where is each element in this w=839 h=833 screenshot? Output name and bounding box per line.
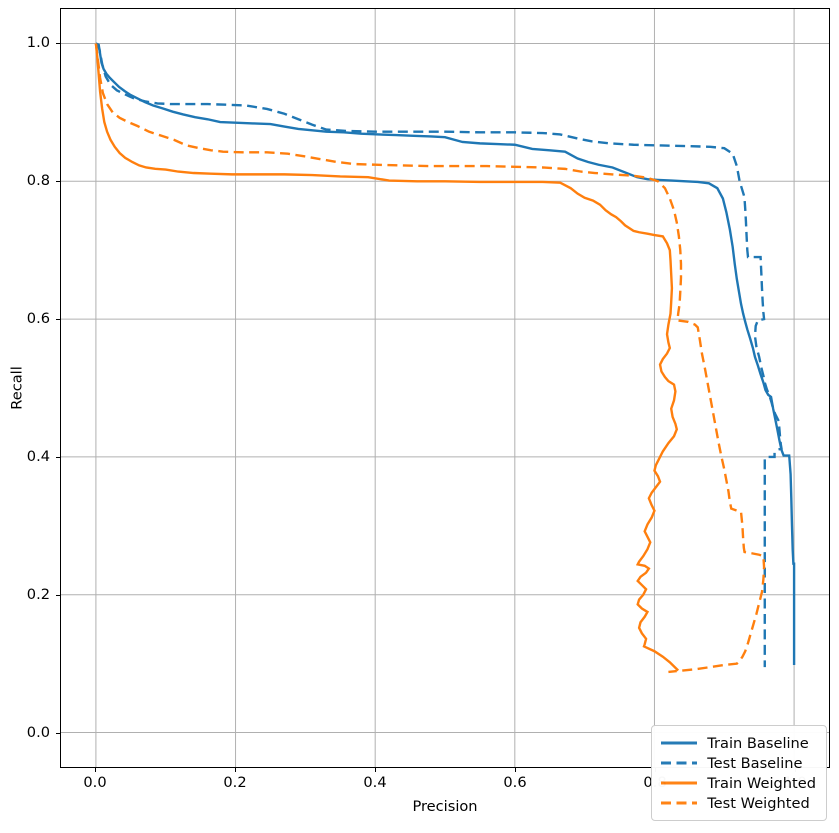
x-axis-label: Precision [412,798,478,815]
y-tick-label: 0.6 [26,309,50,327]
y-tick-mark [56,180,60,182]
legend-item-train-weighted[interactable]: Train Weighted [660,773,816,793]
x-tick-mark [95,768,96,772]
y-axis-label: Recall [8,366,26,410]
x-tick-label: 0.2 [223,774,247,791]
series-line-test-weighted [94,43,766,674]
x-tick-label: 0.4 [363,774,387,791]
legend-item-test-baseline[interactable]: Test Baseline [660,753,816,773]
x-tick-label: 0.0 [83,774,107,791]
x-tick-mark [235,768,236,772]
legend-label: Train Weighted [707,774,816,792]
plot-canvas [61,9,829,767]
y-tick-mark [56,733,60,735]
y-tick-label: 0.0 [26,724,50,742]
y-tick-label: 1.0 [26,33,50,51]
legend-item-test-weighted[interactable]: Test Weighted [660,793,816,813]
x-tick-label: 0.6 [503,774,527,791]
series-line-train-weighted [94,43,680,672]
y-tick-label: 0.8 [26,171,50,189]
x-tick-mark [375,768,376,772]
legend-swatch-icon [660,756,698,770]
series-line-test-baseline [94,42,783,668]
plot-axes [60,8,830,768]
legend-item-train-baseline[interactable]: Train Baseline [660,733,816,753]
legend-swatch-icon [660,776,698,790]
y-tick-mark [56,457,60,459]
legend: Train Baseline Test Baseline Train Weighte… [651,725,827,821]
x-tick-mark [515,768,516,772]
y-tick-mark [56,42,60,44]
y-tick-mark [56,595,60,597]
y-tick-mark [56,318,60,320]
legend-label: Test Baseline [707,754,803,772]
legend-swatch-icon [660,736,698,750]
legend-label: Train Baseline [707,734,809,752]
y-tick-label: 0.4 [26,448,50,466]
y-tick-label: 0.2 [26,586,50,604]
series-line-train-baseline [95,42,796,666]
legend-label: Test Weighted [707,794,810,812]
legend-swatch-icon [660,796,698,810]
